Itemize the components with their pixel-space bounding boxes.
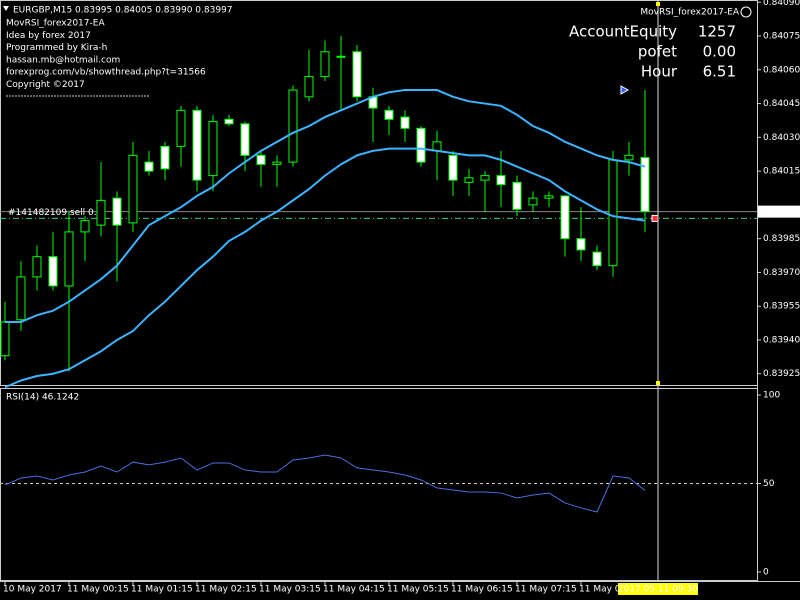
y-tick-label: 0.84030 xyxy=(763,133,800,143)
info-line: hassan.mb@hotmail.com xyxy=(6,55,120,65)
rsi-tick-label: 50 xyxy=(763,479,775,489)
candle-body xyxy=(208,121,218,177)
order-label: #141482109 sell 0.0 xyxy=(8,208,103,218)
time-label: 10 May 2017 xyxy=(3,585,62,595)
candle-body xyxy=(224,118,234,125)
candle-body xyxy=(176,109,186,147)
rsi-tick-label: 100 xyxy=(763,391,780,401)
menu-arrow[interactable] xyxy=(3,6,9,11)
y-tick-label: 0.83955 xyxy=(763,302,800,312)
info-line: Programmed by Kira-h xyxy=(6,43,107,53)
candle-body xyxy=(336,55,346,58)
account-label: AccountEquity xyxy=(569,23,677,41)
y-tick-label: 0.84075 xyxy=(763,32,800,42)
y-tick-label: 0.83940 xyxy=(763,335,800,345)
candle-body xyxy=(256,154,266,165)
candle-body xyxy=(0,321,10,357)
candle-body xyxy=(32,256,42,278)
bid-label: 0.83997 xyxy=(762,207,799,217)
y-tick-label: 0.84045 xyxy=(763,99,800,109)
time-label: 11 May 03:15 xyxy=(259,585,321,595)
y-tick-label: 0.83970 xyxy=(763,268,800,278)
candle-body xyxy=(608,159,618,267)
candle-body xyxy=(144,161,154,172)
account-value: 1257 xyxy=(698,23,736,41)
candle-body xyxy=(592,251,602,267)
time-label: 11 May 02:15 xyxy=(195,585,257,595)
time-label: 11 May 04:15 xyxy=(323,585,385,595)
account-label: Hour xyxy=(641,63,678,81)
candle-body xyxy=(16,276,26,321)
info-line: Idea by forex 2017 xyxy=(6,31,91,41)
crosshair-dot xyxy=(656,381,660,385)
candle-body xyxy=(304,76,314,98)
y-tick-label: 0.84015 xyxy=(763,167,800,177)
bid-box xyxy=(758,205,800,218)
candle-body xyxy=(384,109,394,120)
candle-body xyxy=(112,197,122,226)
time-label: 11 May 08:15 xyxy=(579,585,641,595)
candle-body xyxy=(400,116,410,129)
y-tick-label: 0.83925 xyxy=(763,369,800,379)
candle-body xyxy=(240,123,250,156)
info-line: forexprog.com/vb/showthread.php?t=31566 xyxy=(6,68,206,78)
time-label: 11 May 05:15 xyxy=(387,585,449,595)
candle-body xyxy=(416,127,426,163)
candle-body xyxy=(288,89,298,163)
candle-body xyxy=(480,175,490,181)
rsi-panel xyxy=(0,388,758,581)
candle-body xyxy=(192,109,202,181)
arrow-icon xyxy=(620,85,630,95)
time-label: 11 May 06:15 xyxy=(451,585,513,595)
last-marker xyxy=(651,214,659,222)
candle-body xyxy=(128,154,138,224)
candle-body xyxy=(512,181,522,210)
candle-body xyxy=(80,220,90,233)
crosshair-box xyxy=(618,583,698,595)
candle-body xyxy=(272,161,282,165)
candle-body xyxy=(576,238,586,251)
symbol-line: EURGBP,M15 0.83995 0.84005 0.83990 0.839… xyxy=(13,6,233,16)
candle-body xyxy=(496,175,506,186)
ea-name: MovRSI_forex2017-EA xyxy=(640,8,739,18)
candle-body xyxy=(160,145,170,170)
y-tick-label: 0.83985 xyxy=(763,234,800,244)
info-line: Copyright ©2017 xyxy=(6,80,85,90)
moving-average xyxy=(5,89,646,323)
candle-body xyxy=(560,195,570,240)
candle-body xyxy=(544,195,554,199)
account-value: 6.51 xyxy=(703,63,736,81)
rsi-line xyxy=(4,454,646,513)
candle-body xyxy=(352,51,362,98)
y-tick-label: 0.84090 xyxy=(763,0,800,8)
candle-body xyxy=(640,157,650,213)
moving-average xyxy=(4,147,646,389)
crosshair-time: 2017.05.11 09:30 xyxy=(618,585,699,595)
candle-body xyxy=(624,154,634,161)
account-value: 0.00 xyxy=(703,43,736,61)
account-label: pofet xyxy=(638,43,677,61)
rsi-tick-label: 0 xyxy=(763,568,769,578)
crosshair-dot xyxy=(656,2,660,6)
info-line: MovRSI_forex2017-EA xyxy=(6,19,105,29)
rsi-label: RSI(14) 46.1242 xyxy=(6,393,79,403)
candle-body xyxy=(64,231,74,287)
candle-body xyxy=(320,51,330,78)
time-label: 11 May 00:15 xyxy=(67,585,129,595)
time-label: 11 May 07:15 xyxy=(515,585,577,595)
candle-body xyxy=(464,177,474,183)
time-label: 11 May 01:15 xyxy=(131,585,193,595)
candle-body xyxy=(96,199,106,226)
smiley xyxy=(740,6,752,18)
candle-body xyxy=(448,154,458,181)
y-tick-label: 0.84060 xyxy=(763,65,800,75)
candle-body xyxy=(528,197,538,206)
candle-body xyxy=(48,256,58,287)
